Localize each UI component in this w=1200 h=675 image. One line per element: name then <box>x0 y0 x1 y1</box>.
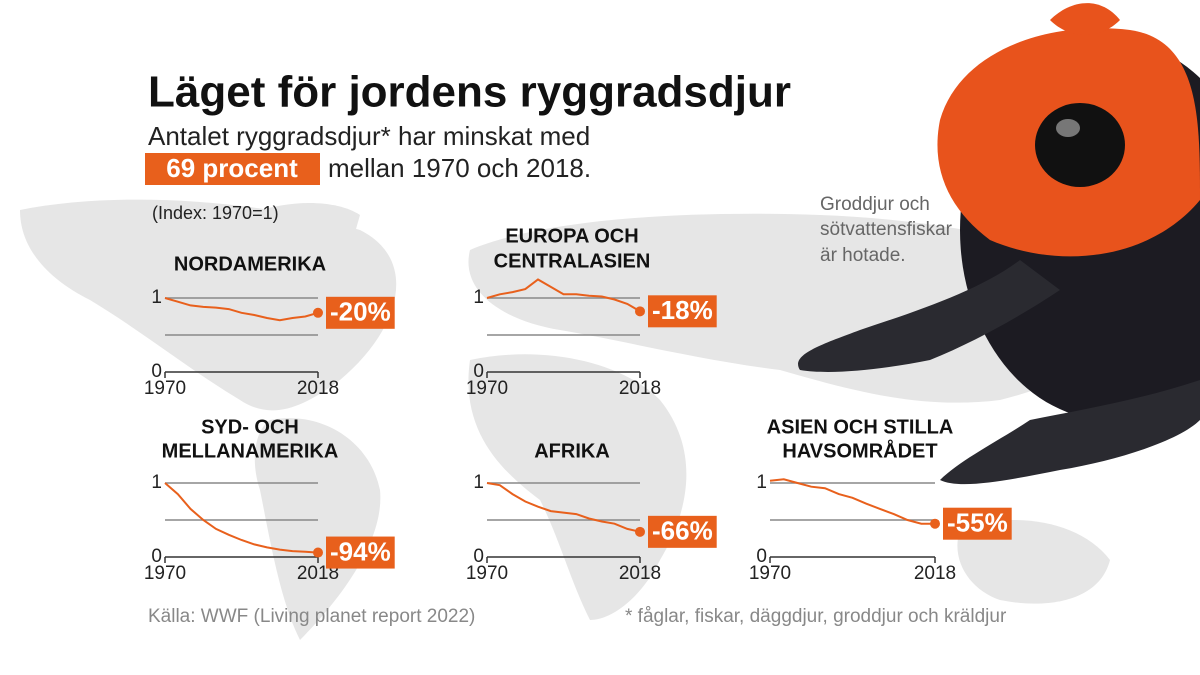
y-tick-label: 1 <box>151 472 162 493</box>
chart-title: ASIEN OCH STILLA <box>767 416 954 438</box>
change-label: -18% <box>652 295 713 325</box>
side-note: är hotade. <box>820 245 906 266</box>
highlight: 69 procent <box>166 153 298 183</box>
y-tick-label: 1 <box>756 472 767 493</box>
change-box <box>648 295 717 328</box>
frog <box>798 3 1200 485</box>
y-tick-label: 0 <box>151 361 162 382</box>
title: Läget för jordens ryggradsdjur <box>148 68 791 117</box>
source: Källa: WWF (Living planet report 2022) <box>148 606 475 627</box>
subtitle: Antalet ryggradsdjur* har minskat med <box>148 121 590 151</box>
y-tick-label: 0 <box>473 546 484 567</box>
highlight-box <box>145 153 320 185</box>
chart-title: SYD- OCH <box>201 416 299 438</box>
y-tick-label: 1 <box>151 287 162 308</box>
subtitle-end: mellan 1970 och 2018. <box>328 153 591 183</box>
y-tick-label: 1 <box>473 472 484 493</box>
side-note: Groddjur och <box>820 194 930 215</box>
change-label: -20% <box>330 297 391 327</box>
chart-title: HAVSOMRÅDET <box>782 438 937 462</box>
y-tick-label: 1 <box>473 287 484 308</box>
chart-title: AFRIKA <box>534 440 610 462</box>
change-box <box>648 515 717 548</box>
chart-title: EUROPA OCH <box>505 225 638 247</box>
x-tick-label: 1970 <box>144 563 186 584</box>
line <box>769 478 935 525</box>
change-label: -94% <box>330 536 391 566</box>
x-tick-label: 1970 <box>466 378 508 399</box>
change-label: -66% <box>652 516 713 546</box>
change-box <box>326 296 395 329</box>
line <box>164 482 319 554</box>
x-tick-label: 2018 <box>619 563 661 584</box>
footnote: * fåglar, fiskar, däggdjur, groddjur och… <box>625 606 1007 627</box>
y-tick-label: 0 <box>756 546 767 567</box>
end-point <box>313 547 323 558</box>
end-point <box>313 307 323 318</box>
line <box>164 297 319 322</box>
end-point <box>635 306 645 317</box>
x-tick-label: 2018 <box>914 563 956 584</box>
y-tick-label: 0 <box>473 361 484 382</box>
x-tick-label: 1970 <box>749 563 791 584</box>
x-tick-label: 1970 <box>466 563 508 584</box>
chart-title: MELLANAMERIKA <box>162 440 339 462</box>
line <box>486 482 641 533</box>
chart-title: NORDAMERIKA <box>174 253 326 275</box>
line <box>486 278 641 313</box>
y-tick-label: 0 <box>151 546 162 567</box>
chart-title: CENTRALASIEN <box>494 250 651 272</box>
side-note: sötvattensfiskar <box>820 219 953 240</box>
end-point <box>635 526 645 537</box>
change-box <box>326 536 395 569</box>
x-tick-label: 2018 <box>619 378 661 399</box>
x-tick-label: 2018 <box>297 378 339 399</box>
x-tick-label: 1970 <box>144 378 186 399</box>
change-label: -55% <box>947 508 1008 538</box>
change-box <box>943 507 1012 540</box>
end-point <box>930 518 940 529</box>
index-note: (Index: 1970=1) <box>152 203 279 223</box>
